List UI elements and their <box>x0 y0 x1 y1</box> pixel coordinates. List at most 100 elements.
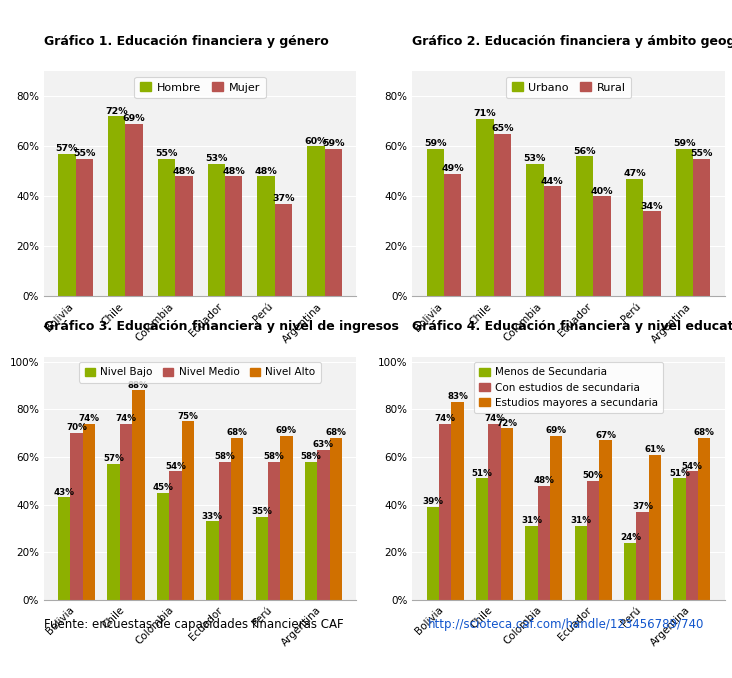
Bar <box>594 197 611 296</box>
Bar <box>686 471 698 600</box>
Text: 74%: 74% <box>116 414 136 423</box>
Bar <box>83 424 95 600</box>
Text: 71%: 71% <box>474 109 496 118</box>
Text: 59%: 59% <box>322 139 345 148</box>
Text: Gráfico 3. Educación financiera y nivel de ingresos: Gráfico 3. Educación financiera y nivel … <box>44 320 399 333</box>
Text: 55%: 55% <box>155 149 178 158</box>
Text: Fuente: encuestas de capacidades financieras CAF: Fuente: encuestas de capacidades financi… <box>44 618 347 631</box>
Bar <box>231 438 243 600</box>
Text: 59%: 59% <box>673 139 695 148</box>
Bar <box>476 479 488 600</box>
Bar <box>132 391 144 600</box>
Text: 63%: 63% <box>313 440 334 449</box>
Text: 50%: 50% <box>583 471 604 480</box>
Legend: Hombre, Mujer: Hombre, Mujer <box>135 77 266 98</box>
Text: 31%: 31% <box>521 517 542 525</box>
Bar <box>182 421 194 600</box>
Text: 49%: 49% <box>441 164 464 173</box>
Text: 74%: 74% <box>435 414 455 423</box>
Text: 69%: 69% <box>545 426 567 435</box>
Text: 37%: 37% <box>272 194 295 203</box>
Text: 69%: 69% <box>276 426 297 435</box>
Bar <box>280 435 293 600</box>
Bar <box>219 462 231 600</box>
Bar <box>501 428 513 600</box>
Bar <box>538 485 550 600</box>
Text: 72%: 72% <box>105 106 128 115</box>
Bar <box>108 117 125 296</box>
Bar <box>208 164 225 296</box>
Bar <box>324 149 342 296</box>
Legend: Urbano, Rural: Urbano, Rural <box>506 77 631 98</box>
Text: 65%: 65% <box>491 124 514 133</box>
Text: http://scioteca.caf.com/handle/123456789/740: http://scioteca.caf.com/handle/123456789… <box>427 618 704 631</box>
Bar <box>636 512 649 600</box>
Bar <box>544 186 561 296</box>
Bar <box>649 455 661 600</box>
Bar <box>624 543 636 600</box>
Text: 51%: 51% <box>471 468 493 478</box>
Bar <box>698 438 711 600</box>
Text: 68%: 68% <box>227 428 247 437</box>
Text: 33%: 33% <box>202 512 223 521</box>
Bar <box>255 517 268 600</box>
Bar <box>488 424 501 600</box>
Text: 54%: 54% <box>681 462 703 471</box>
Text: 74%: 74% <box>78 414 100 423</box>
Text: 60%: 60% <box>305 137 327 146</box>
Bar <box>274 204 292 296</box>
Text: 24%: 24% <box>620 533 640 542</box>
Bar <box>268 462 280 600</box>
Text: 68%: 68% <box>326 428 346 437</box>
Bar <box>206 521 219 600</box>
Bar <box>75 159 93 296</box>
Bar <box>58 154 75 296</box>
Text: 31%: 31% <box>570 517 591 525</box>
Bar <box>526 526 538 600</box>
Bar <box>70 433 83 600</box>
Bar <box>58 498 70 600</box>
Bar <box>125 124 143 296</box>
Bar <box>444 174 461 296</box>
Bar <box>225 176 242 296</box>
Bar <box>452 402 463 600</box>
Legend: Nivel Bajo, Nivel Medio, Nivel Alto: Nivel Bajo, Nivel Medio, Nivel Alto <box>79 362 321 382</box>
Text: Gráfico 2. Educación financiera y ámbito geográfico: Gráfico 2. Educación financiera y ámbito… <box>412 35 732 47</box>
Text: 51%: 51% <box>669 468 690 478</box>
Text: 58%: 58% <box>301 452 321 461</box>
Text: 58%: 58% <box>214 452 235 461</box>
Text: 69%: 69% <box>123 114 146 123</box>
Bar <box>120 424 132 600</box>
Text: 57%: 57% <box>103 454 124 464</box>
Bar <box>673 479 686 600</box>
Text: 48%: 48% <box>173 167 195 176</box>
Bar <box>175 176 193 296</box>
Text: 53%: 53% <box>205 154 228 163</box>
Bar <box>157 159 175 296</box>
Text: 35%: 35% <box>251 507 272 516</box>
Text: 48%: 48% <box>534 476 554 485</box>
Text: 34%: 34% <box>640 201 663 211</box>
Text: 45%: 45% <box>152 483 173 492</box>
Text: 37%: 37% <box>632 502 653 511</box>
Text: 70%: 70% <box>66 424 87 433</box>
Bar <box>550 435 562 600</box>
Text: 55%: 55% <box>73 149 95 158</box>
Text: 67%: 67% <box>595 431 616 439</box>
Bar <box>439 424 452 600</box>
Text: Gráfico 1. Educación financiera y género: Gráfico 1. Educación financiera y género <box>44 35 329 47</box>
Bar <box>307 146 324 296</box>
Text: 48%: 48% <box>255 167 277 176</box>
Text: 56%: 56% <box>573 146 596 156</box>
Bar <box>494 134 511 296</box>
Bar <box>575 526 587 600</box>
Text: 57%: 57% <box>56 144 78 153</box>
Bar <box>258 176 274 296</box>
Text: 59%: 59% <box>424 139 447 148</box>
Bar <box>626 179 643 296</box>
Text: 43%: 43% <box>53 487 75 497</box>
Bar <box>576 157 594 296</box>
Bar <box>477 119 494 296</box>
Text: 75%: 75% <box>177 412 198 420</box>
Text: 40%: 40% <box>591 186 613 196</box>
